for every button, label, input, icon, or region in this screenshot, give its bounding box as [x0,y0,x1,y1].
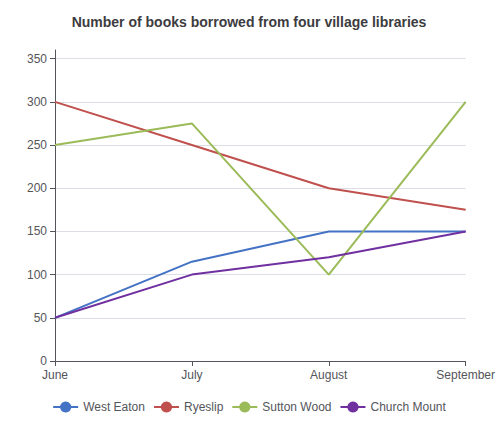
svg-text:Sutton Wood: Sutton Wood [262,400,331,414]
svg-text:Church Mount: Church Mount [370,400,446,414]
svg-text:200: 200 [27,181,47,195]
svg-text:July: July [181,368,202,382]
svg-text:300: 300 [27,95,47,109]
svg-text:June: June [42,368,68,382]
svg-text:0: 0 [40,354,47,368]
svg-text:West Eaton: West Eaton [83,400,145,414]
svg-text:Ryeslip: Ryeslip [184,400,224,414]
svg-text:Number of books borrowed from: Number of books borrowed from four villa… [72,14,427,30]
svg-text:100: 100 [27,268,47,282]
svg-text:350: 350 [27,52,47,66]
svg-text:August: August [310,368,348,382]
svg-text:50: 50 [34,311,48,325]
svg-text:150: 150 [27,224,47,238]
svg-text:September: September [436,368,495,382]
svg-text:250: 250 [27,138,47,152]
